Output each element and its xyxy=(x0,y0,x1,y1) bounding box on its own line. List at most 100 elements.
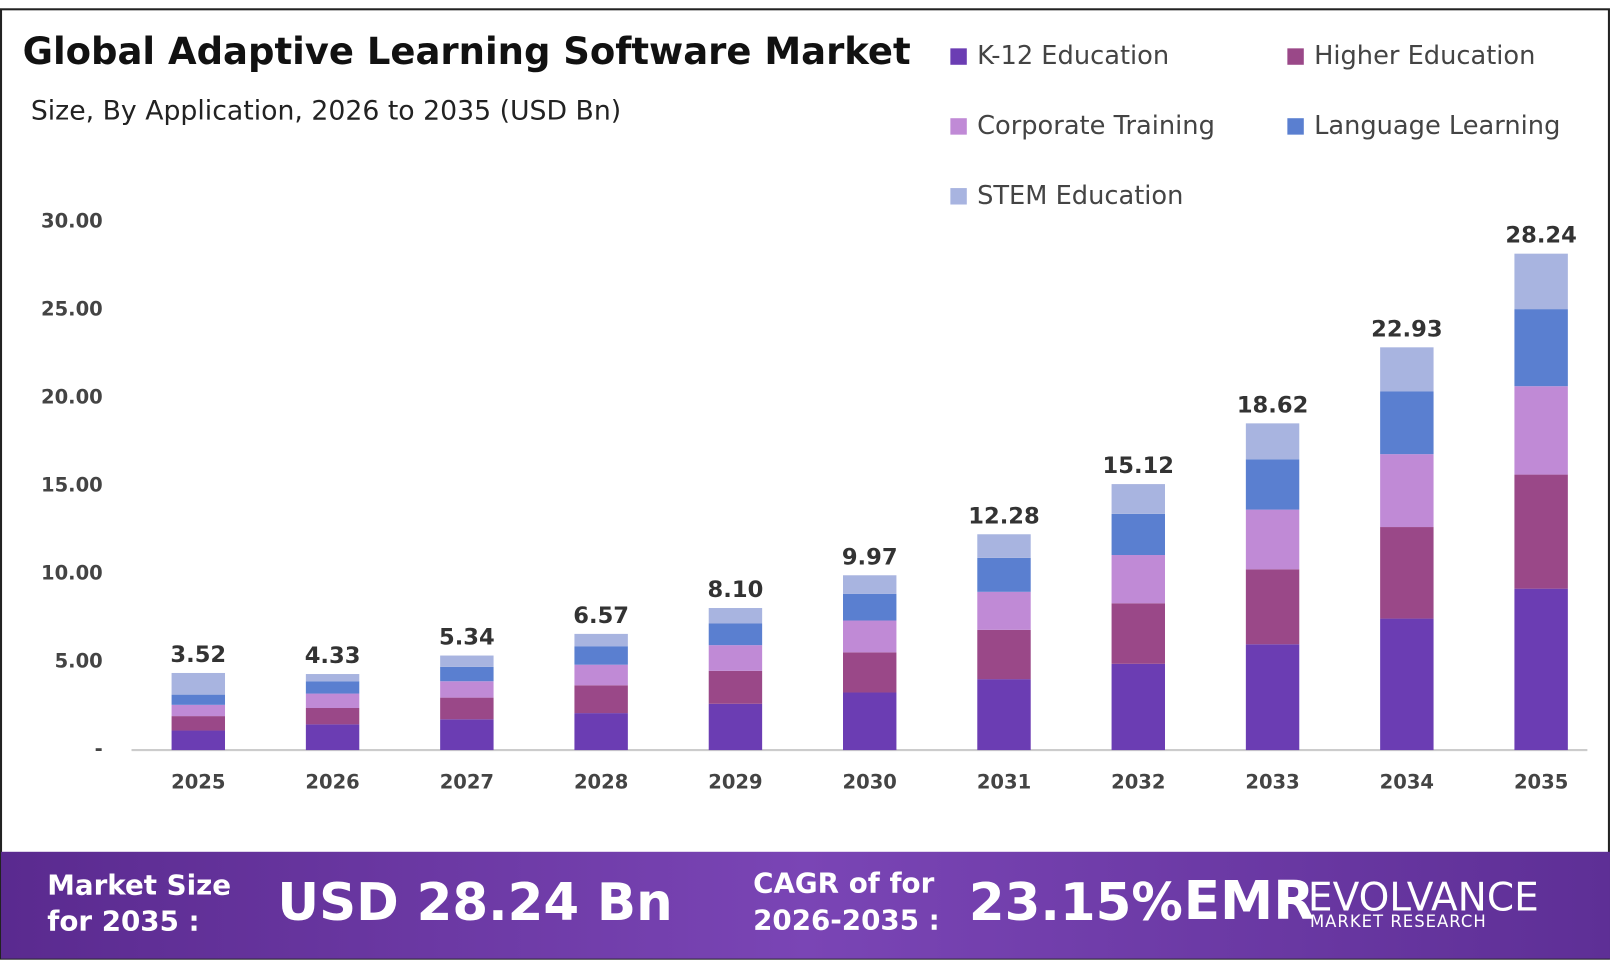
total-label: 28.24 xyxy=(1505,223,1576,249)
chart-title: Global Adaptive Learning Software Market xyxy=(23,30,911,73)
total-label: 12.28 xyxy=(968,503,1039,529)
bar-segment xyxy=(1380,391,1434,455)
bar-segment xyxy=(171,704,226,717)
bar-segment xyxy=(440,666,494,682)
bar-segment xyxy=(1380,618,1434,751)
bar-segment xyxy=(1245,644,1300,751)
y-tick-label: 10.00 xyxy=(41,562,103,585)
total-label: 4.33 xyxy=(305,643,361,669)
y-tick-label: 25.00 xyxy=(41,297,103,320)
bar-segment xyxy=(440,719,494,751)
bar-segment xyxy=(305,708,360,725)
bar-segment xyxy=(1111,603,1165,664)
y-tick-label: 5.00 xyxy=(55,650,103,673)
bar-segment xyxy=(1111,663,1165,751)
bar-segment xyxy=(305,674,360,682)
legend-label: Higher Education xyxy=(1314,41,1535,71)
bar-segment xyxy=(1514,588,1568,751)
bar-segment xyxy=(1514,474,1568,589)
bar-segment xyxy=(171,672,226,695)
legend-label: STEM Education xyxy=(977,181,1183,211)
bar-segment xyxy=(171,716,226,731)
total-label: 15.12 xyxy=(1103,453,1174,479)
footer-value: 23.15% xyxy=(969,873,1183,933)
bar-segment xyxy=(574,685,628,714)
bar-segment xyxy=(1245,509,1300,570)
bar-segment xyxy=(1514,386,1568,475)
bar-segment xyxy=(843,652,897,693)
x-tick-label: 2029 xyxy=(708,770,762,793)
total-label: 6.57 xyxy=(573,603,629,629)
bar-segment xyxy=(977,629,1031,680)
legend-label: Language Learning xyxy=(1314,111,1560,141)
bar-segment xyxy=(977,591,1031,630)
bar-segment xyxy=(1245,569,1300,645)
x-tick-label: 2034 xyxy=(1380,770,1434,793)
bar-segment xyxy=(977,557,1031,592)
y-tick-label: 30.00 xyxy=(41,209,103,232)
frame xyxy=(0,8,1610,960)
total-label: 5.34 xyxy=(439,625,495,651)
x-tick-label: 2030 xyxy=(843,770,897,793)
x-tick-label: 2032 xyxy=(1111,770,1165,793)
bar-segment xyxy=(708,703,763,751)
legend-swatch xyxy=(950,118,967,135)
total-label: 3.52 xyxy=(170,642,226,668)
x-tick-label: 2031 xyxy=(977,770,1031,793)
legend-label: K-12 Education xyxy=(977,41,1169,71)
bar-segment xyxy=(574,664,628,686)
x-tick-label: 2035 xyxy=(1514,770,1568,793)
logo-name: EVOLVANCE xyxy=(1308,876,1539,921)
bar-segment xyxy=(440,655,494,667)
footer-label: CAGR of for xyxy=(753,867,934,900)
logo-tagline: MARKET RESEARCH xyxy=(1310,912,1487,931)
bar-segment xyxy=(1380,454,1434,528)
bar-segment xyxy=(977,534,1031,558)
bar-segment xyxy=(1514,253,1568,310)
footer-label: 2026-2035 : xyxy=(753,904,940,937)
x-tick-label: 2026 xyxy=(305,770,359,793)
bar-segment xyxy=(843,620,897,653)
bar-segment xyxy=(305,693,360,709)
footer-label: Market Size xyxy=(47,869,231,902)
bar-segment xyxy=(843,575,897,594)
x-tick-label: 2025 xyxy=(171,770,225,793)
legend-swatch xyxy=(950,48,967,65)
bar-segment xyxy=(843,692,897,751)
total-label: 8.10 xyxy=(708,577,764,603)
bar-segment xyxy=(708,645,763,671)
x-tick-label: 2027 xyxy=(440,770,494,793)
bar-segment xyxy=(171,694,226,705)
bar-segment xyxy=(1111,513,1165,556)
bar-segment xyxy=(305,681,360,694)
legend-label: Corporate Training xyxy=(977,111,1215,141)
bar-segment xyxy=(440,681,494,698)
total-label: 18.62 xyxy=(1237,392,1308,418)
bar-segment xyxy=(440,697,494,720)
bar-segment xyxy=(1245,423,1300,460)
bar-segment xyxy=(1514,309,1568,387)
footer-value: USD 28.24 Bn xyxy=(277,873,672,933)
total-label: 22.93 xyxy=(1371,316,1442,342)
bar-segment xyxy=(1245,459,1300,510)
bar-segment xyxy=(574,646,628,665)
footer-band xyxy=(1,851,1610,959)
bar-segment xyxy=(1380,527,1434,619)
x-tick-label: 2028 xyxy=(574,770,628,793)
bar-segment xyxy=(574,713,628,751)
bar-segment xyxy=(977,679,1031,751)
bar-segment xyxy=(574,633,628,647)
bar-segment xyxy=(1380,347,1434,392)
footer-label: for 2035 : xyxy=(47,905,199,938)
bar-segment xyxy=(708,608,763,624)
legend-swatch xyxy=(1287,118,1304,135)
y-tick-label: - xyxy=(95,738,103,761)
bar-segment xyxy=(171,730,226,751)
x-tick-label: 2033 xyxy=(1245,770,1299,793)
logo-mark: EMR xyxy=(1184,869,1315,932)
legend-swatch xyxy=(1287,48,1304,65)
y-tick-label: 15.00 xyxy=(41,474,103,497)
bar-segment xyxy=(1111,555,1165,604)
